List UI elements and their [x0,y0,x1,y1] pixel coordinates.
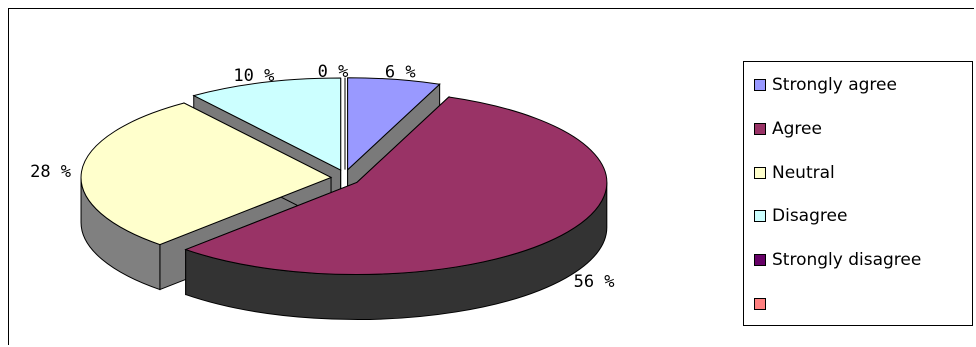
legend-item-disagree: Disagree [754,204,847,228]
legend-swatch-agree [754,123,766,135]
data-label-strongly-agree: 6 % [385,62,416,82]
data-label-disagree: 10 % [233,66,274,86]
legend-item-blank [754,292,772,316]
pie-slice-top-neutral [80,102,333,246]
legend-item-strongly-disagree: Strongly disagree [754,248,921,272]
data-label-agree: 56 % [574,272,615,292]
legend-swatch-neutral [754,167,766,179]
legend-label-strongly-agree: Strongly agree [772,75,897,95]
data-label-neutral: 28 % [30,162,71,182]
chart-plot-area [8,8,974,345]
pie-slice-agree [184,95,608,320]
legend-label-disagree: Disagree [772,206,848,226]
legend-item-strongly-agree: Strongly agree [754,73,897,97]
legend-label-neutral: Neutral [772,163,835,183]
pie-slice-top-strongly-agree [347,77,441,171]
legend-swatch-strongly-agree [754,79,766,91]
legend-label-strongly-disagree: Strongly disagree [772,250,922,270]
data-label-strongly-disagree: 0 % [318,62,349,82]
legend-item-agree: Agree [754,117,822,141]
legend-label-agree: Agree [772,119,822,139]
pie-slice-top-agree [184,96,608,275]
legend-swatch-blank [754,298,766,310]
legend-swatch-disagree [754,210,766,222]
legend-swatch-strongly-disagree [754,254,766,266]
legend-item-neutral: Neutral [754,161,835,185]
pie-slice-top-disagree [192,77,342,171]
legend: Strongly agree Agree Neutral Disagree St… [743,61,973,326]
